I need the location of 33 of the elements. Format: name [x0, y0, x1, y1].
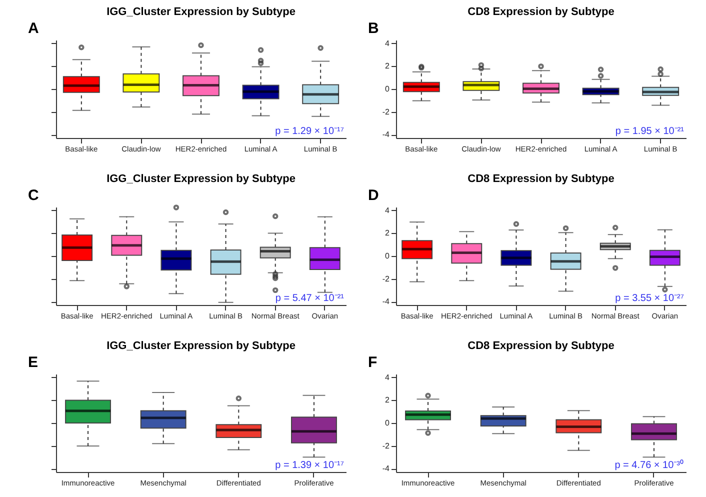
annotation: p = 1.29 × 10⁻¹⁷ [275, 126, 344, 137]
chart-title: CD8 Expression by Subtype [468, 6, 614, 18]
y-tick-label: 4 [385, 38, 390, 48]
y-tick-label: 2 [385, 62, 390, 71]
y-tick-label: 0 [385, 84, 390, 94]
chart-title: IGG_Cluster Expression by Subtype [106, 173, 296, 185]
y-tick-label: 0 [385, 252, 390, 260]
chart-title: IGG_Cluster Expression by Subtype [106, 340, 296, 352]
y-tick-label: -4 [382, 130, 390, 140]
y-tick-label: 2 [385, 396, 390, 405]
y-tick-label: 0 [385, 418, 390, 428]
annotation: p = 1.39 × 10⁻¹⁷ [275, 460, 344, 471]
annotation: p = 4.76 × 10⁻³⁰ [614, 459, 684, 471]
chart-title: CD8 Expression by Subtype [468, 340, 614, 352]
y-tick-label: -2 [382, 107, 390, 116]
text: A [28, 20, 39, 37]
y-tick-label: -4 [382, 464, 390, 474]
text: C [28, 187, 39, 204]
y-tick-label: 2 [385, 228, 390, 238]
annotation: p = 1.95 × 10⁻²¹ [615, 126, 685, 137]
y-tick-label: -2 [382, 274, 390, 284]
y-tick-label: -4 [382, 297, 390, 306]
chart-title: IGG_Cluster Expression by Subtype [106, 6, 296, 18]
y-tick-label: 4 [385, 372, 390, 382]
annotation: p = 3.55 × 10⁻²⁷ [615, 293, 684, 304]
text: B [368, 20, 379, 37]
annotation: p = 5.47 × 10⁻²¹ [275, 293, 345, 304]
y-tick-label: -2 [382, 441, 390, 450]
text: E [28, 354, 38, 371]
chart-title: CD8 Expression by Subtype [468, 173, 614, 185]
y-tick-label: 4 [385, 206, 390, 215]
text: F [368, 354, 378, 371]
text: D [368, 187, 379, 204]
